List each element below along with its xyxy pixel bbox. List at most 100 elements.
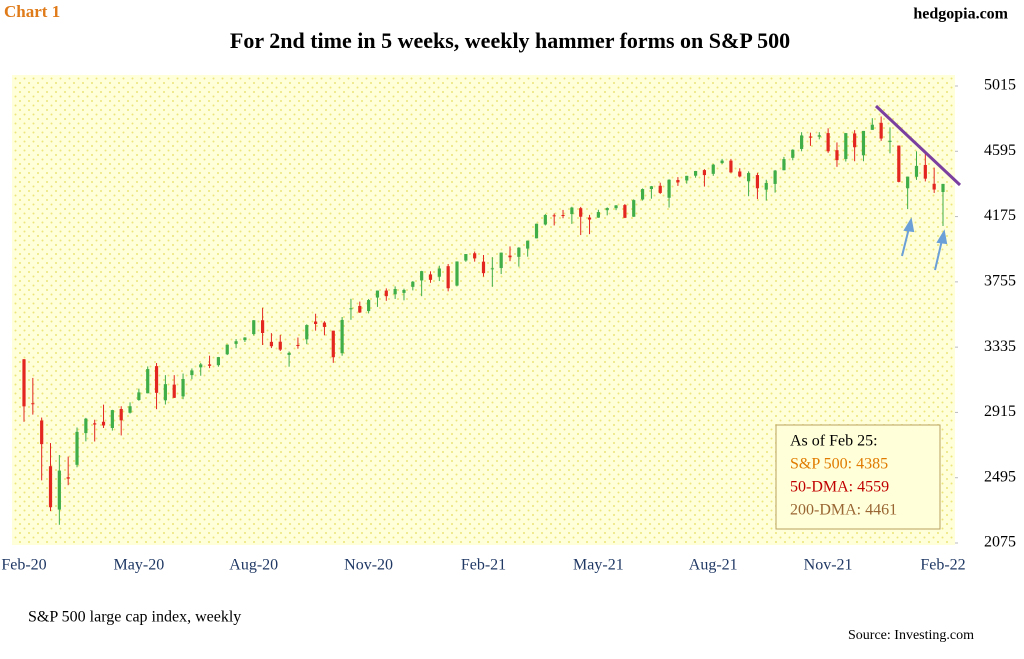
site: hedgopia.com xyxy=(913,6,1008,23)
body xyxy=(543,215,547,225)
body xyxy=(287,352,291,355)
body xyxy=(941,183,945,193)
body xyxy=(146,369,150,394)
body xyxy=(154,366,159,393)
body xyxy=(623,205,627,218)
body xyxy=(729,160,733,173)
body xyxy=(199,364,203,368)
y-tick-label: 2915 xyxy=(984,403,1016,420)
body xyxy=(791,149,795,158)
body xyxy=(738,171,742,177)
y-tick-label: 4595 xyxy=(984,142,1016,159)
body xyxy=(22,359,26,407)
x-tick-label: Nov-21 xyxy=(804,557,853,574)
x-tick-label: Aug-21 xyxy=(689,557,738,574)
body xyxy=(225,344,229,355)
body xyxy=(517,247,521,257)
body xyxy=(534,223,539,239)
body xyxy=(685,175,689,181)
body xyxy=(711,164,715,174)
body xyxy=(632,200,636,217)
body xyxy=(190,370,194,376)
x-tick-label: Nov-20 xyxy=(344,557,393,574)
body xyxy=(596,212,600,218)
body xyxy=(870,124,874,130)
body xyxy=(702,170,707,176)
body xyxy=(649,186,653,190)
body xyxy=(93,423,97,425)
body xyxy=(490,268,494,270)
body xyxy=(676,180,680,183)
body xyxy=(278,341,282,350)
x-tick-label: Aug-20 xyxy=(229,557,278,574)
body xyxy=(234,341,238,344)
body xyxy=(844,133,848,160)
body xyxy=(40,420,44,445)
body xyxy=(473,253,477,259)
body xyxy=(252,320,256,335)
body xyxy=(358,305,362,313)
source: Source: Investing.com xyxy=(848,628,974,643)
body xyxy=(570,207,574,215)
body xyxy=(667,179,671,198)
y-tick-label: 4175 xyxy=(984,207,1016,224)
trend-line xyxy=(874,104,962,187)
body xyxy=(84,418,88,434)
body xyxy=(119,409,123,421)
axis-label: S&P 500 large cap index, weekly xyxy=(28,609,241,626)
body xyxy=(101,421,106,426)
body xyxy=(314,321,318,324)
body xyxy=(48,466,53,508)
body xyxy=(428,274,433,280)
x-tick-label: Feb-20 xyxy=(1,557,46,574)
body xyxy=(260,320,265,333)
body xyxy=(393,289,397,295)
body xyxy=(269,341,274,347)
body xyxy=(773,170,777,184)
y-tick-label: 2495 xyxy=(984,468,1016,485)
arrows xyxy=(901,217,948,271)
body xyxy=(782,159,786,171)
legend-text: S&P 500: 4385 xyxy=(790,456,888,473)
body xyxy=(906,176,910,189)
body xyxy=(402,289,406,293)
body xyxy=(835,150,839,161)
body xyxy=(720,160,724,164)
body xyxy=(163,384,167,401)
body xyxy=(110,410,114,428)
body xyxy=(331,330,335,358)
legend-text: 200-DMA: 4461 xyxy=(790,502,897,519)
body xyxy=(207,364,212,366)
body xyxy=(693,171,698,176)
x-tick-label: Feb-21 xyxy=(461,557,506,574)
body xyxy=(746,173,751,182)
body xyxy=(455,261,459,286)
legend-box xyxy=(775,424,941,530)
body xyxy=(817,135,821,137)
body xyxy=(587,217,592,220)
body xyxy=(305,325,309,340)
body xyxy=(446,266,450,289)
body xyxy=(384,290,388,297)
legend-text: As of Feb 25: xyxy=(790,433,878,450)
x-tick-label: May-21 xyxy=(573,557,624,574)
body xyxy=(605,208,609,211)
body xyxy=(897,145,901,182)
body xyxy=(923,164,927,179)
x-tick-label: May-20 xyxy=(114,557,165,574)
chart-title: For 2nd time in 5 weeks, weekly hammer f… xyxy=(230,28,790,53)
body xyxy=(57,470,61,510)
body xyxy=(640,189,645,200)
body xyxy=(579,208,583,217)
body xyxy=(481,261,486,274)
body xyxy=(464,254,468,261)
body xyxy=(614,205,618,209)
body xyxy=(800,135,804,149)
body xyxy=(914,165,919,177)
y-tick-label: 2075 xyxy=(984,534,1016,551)
body xyxy=(764,182,768,190)
y-tick-label: 3335 xyxy=(984,338,1016,355)
body xyxy=(243,337,247,341)
body xyxy=(552,215,556,217)
body xyxy=(322,322,327,327)
